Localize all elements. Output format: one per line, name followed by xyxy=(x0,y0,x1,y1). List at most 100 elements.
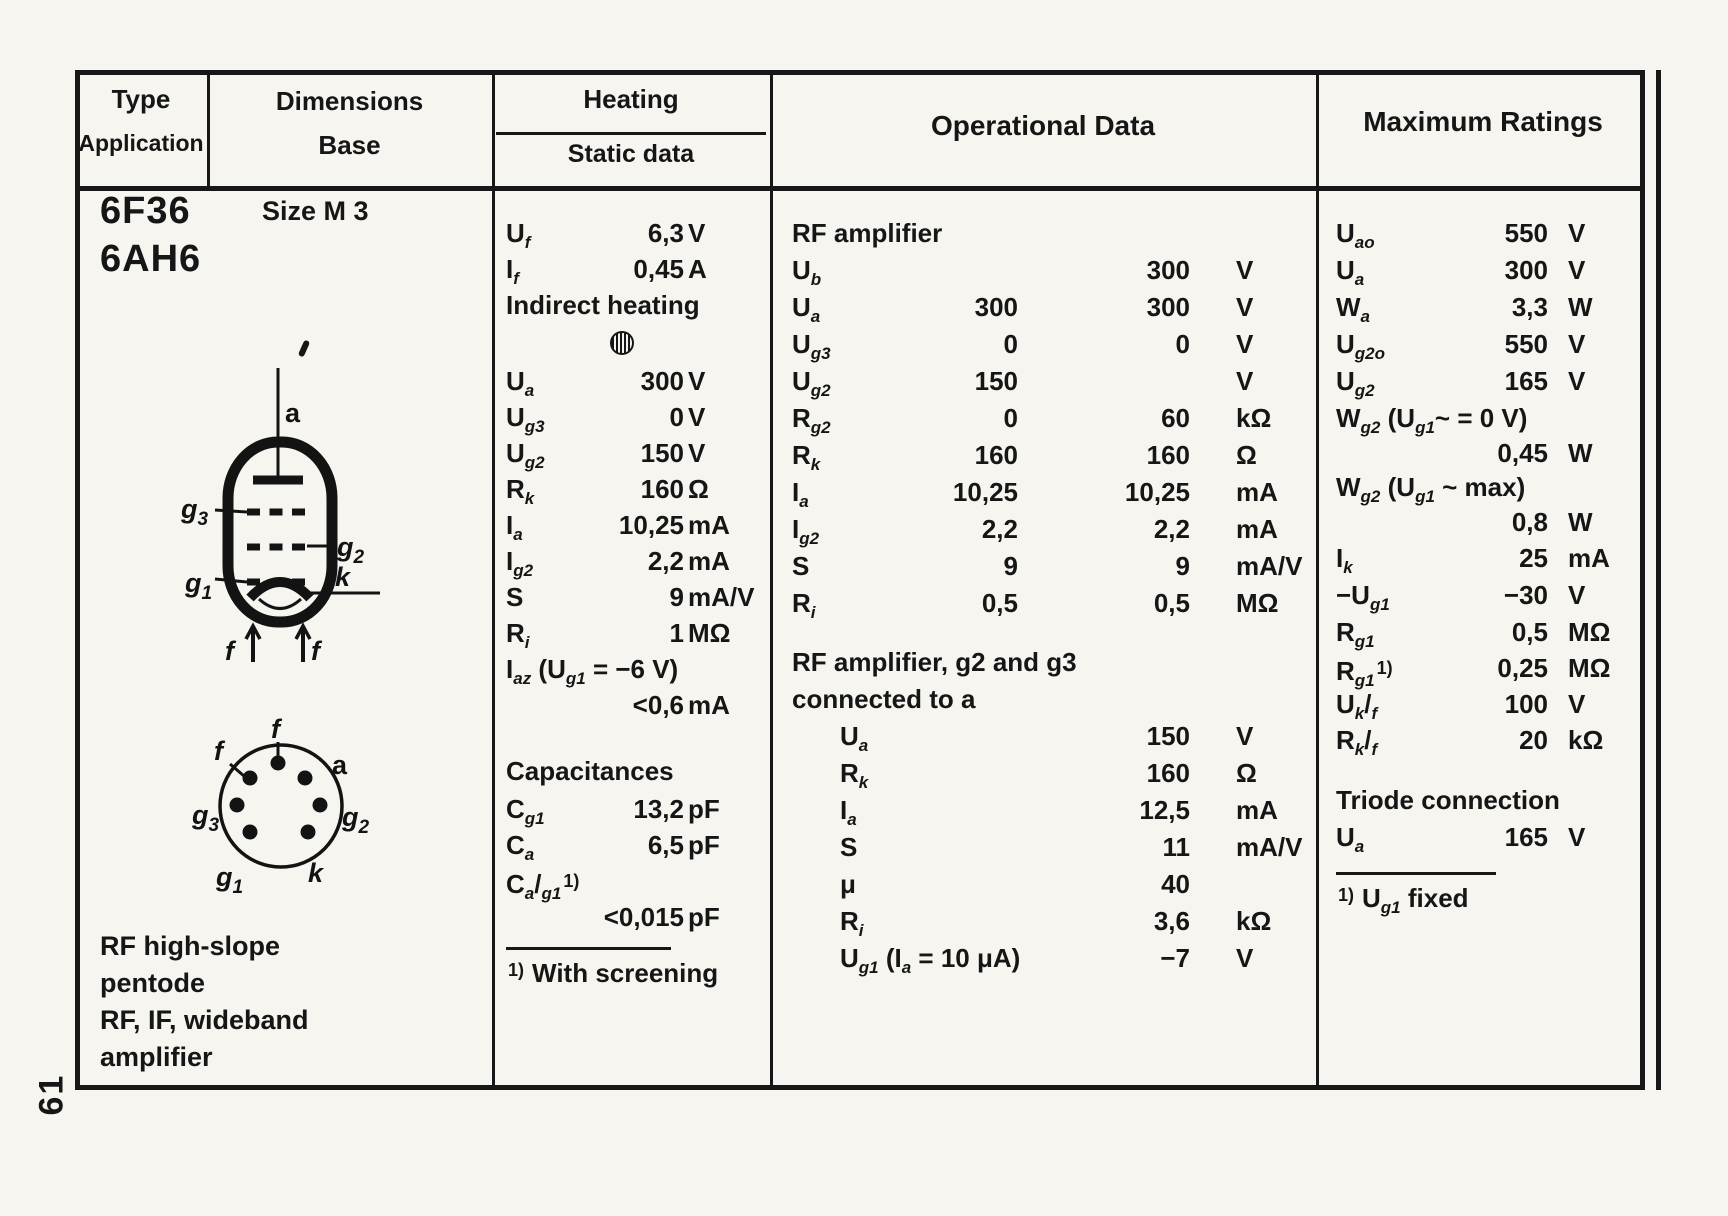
spec-row: Ua 300 V xyxy=(1316,252,1650,289)
param-unit: V xyxy=(1568,329,1586,359)
description-line: pentode xyxy=(100,968,205,998)
param-unit: V xyxy=(688,438,706,468)
heating-column: Uf 6,3 V If 0,45 A Indirect heating Ua 300 V U… xyxy=(492,215,770,989)
param-label: Rg2 xyxy=(792,403,831,437)
param-value-1: 150 xyxy=(974,366,1018,396)
param-label: Ug2 xyxy=(792,366,831,400)
param-label: Rg11) xyxy=(1336,656,1393,690)
param-value: 300 xyxy=(1504,255,1548,285)
spec-row: Ig2 2,2 mA xyxy=(492,543,770,580)
param-value-1: 0,5 xyxy=(981,588,1018,618)
header-heating: Heating xyxy=(583,84,679,114)
rf-amplifier-heading: RF amplifier xyxy=(792,218,943,248)
pin-dot xyxy=(229,797,245,813)
param-value: 150 xyxy=(640,438,684,468)
param-unit: V xyxy=(688,366,706,396)
param-value: 0,45 xyxy=(1497,438,1548,468)
param-label: Ug3 xyxy=(506,402,545,436)
operational-column: RF amplifier Ub 300 V Ua 300 300 V Ug3 0 0 V Ug2… xyxy=(770,215,1316,977)
param-value: 1 xyxy=(669,618,684,648)
param-label: Ug1 (Ia = 10 μA) xyxy=(840,943,1021,977)
param-label: Ia xyxy=(506,510,523,544)
param-label: Rk xyxy=(506,474,535,508)
spec-row: Rk 160 Ω xyxy=(770,755,1316,792)
g2-label: g2 xyxy=(336,532,365,568)
spec-row: <0,6 mA xyxy=(492,687,770,723)
param-unit: pF xyxy=(688,902,720,932)
param-value-1: 300 xyxy=(974,292,1018,322)
param-unit: MΩ xyxy=(1568,617,1611,647)
param-value-2: 160 xyxy=(1146,440,1190,470)
param-value-2: 300 xyxy=(1146,292,1190,322)
param-value: 150 xyxy=(1146,721,1190,751)
param-value-1: 10,25 xyxy=(952,477,1018,507)
param-label: Ua xyxy=(1336,255,1365,289)
param-unit: kΩ xyxy=(1236,906,1272,936)
pin-dot xyxy=(242,824,258,840)
spec-row: Ua 150 V xyxy=(770,718,1316,755)
param-unit: Ω xyxy=(688,474,709,504)
param-label: Rg1 xyxy=(1336,617,1375,651)
param-unit: V xyxy=(1236,329,1254,359)
param-value: 40 xyxy=(1161,869,1190,899)
spec-row: Ug3 0 V xyxy=(492,399,770,436)
param-unit: mA xyxy=(1236,477,1278,507)
rf-amplifier-g2-g3-heading-line1: RF amplifier, g2 and g3 xyxy=(792,647,1077,677)
page-number: 61 xyxy=(32,1073,71,1116)
spec-row: If 0,45 A xyxy=(492,251,770,288)
header-type: Type xyxy=(111,84,171,114)
param-unit: V xyxy=(688,218,706,248)
heating-note: Indirect heating xyxy=(506,290,700,320)
divider-operational-maximum xyxy=(1316,70,1319,1085)
pin-f-top-label: f xyxy=(271,714,283,744)
param-label: Ri xyxy=(840,906,864,940)
spec-row: Wg2 (Ug1 ~ max) xyxy=(1316,470,1650,506)
param-value-2: 300 xyxy=(1146,255,1190,285)
param-unit: W xyxy=(1568,438,1593,468)
divider-type-dimensions xyxy=(207,70,210,186)
cathode-arc xyxy=(246,577,314,602)
param-unit: mA/V xyxy=(1236,551,1303,581)
spec-row: Cg1 13,2 pF xyxy=(492,791,770,828)
rf-amplifier-g2-g3-heading-line2: connected to a xyxy=(792,684,976,714)
spec-row xyxy=(492,323,770,363)
spec-row: Rg2 0 60 kΩ xyxy=(770,400,1316,437)
param-label: Wg2 (Ug1 ~ max) xyxy=(1336,472,1526,506)
param-unit: V xyxy=(1568,255,1586,285)
spec-row: Wg2 (Ug1~ = 0 V) xyxy=(1316,400,1650,437)
spec-row: S 9 9 mA/V xyxy=(770,548,1316,585)
param-unit: V xyxy=(1236,292,1254,322)
description-line: amplifier xyxy=(100,1042,213,1072)
pin-dot xyxy=(312,797,328,813)
param-unit: mA/V xyxy=(688,582,755,612)
spec-row: Ia 12,5 mA xyxy=(770,792,1316,829)
pin-f-left-label: f xyxy=(214,736,226,766)
param-label: Ia xyxy=(840,795,857,829)
param-label: Cg1 xyxy=(506,794,545,828)
param-value: −7 xyxy=(1160,943,1190,973)
spec-row: Ug2 150 V xyxy=(770,363,1316,400)
filament-arrow-left xyxy=(244,622,262,640)
spec-row: Ca/g11) xyxy=(492,863,770,903)
header-base: Base xyxy=(318,130,381,160)
spec-row: Uf 6,3 V xyxy=(492,215,770,252)
filament-arrow-right xyxy=(294,622,312,640)
spec-row: <0,015 pF xyxy=(492,899,770,935)
tube-type-2: 6AH6 xyxy=(100,238,202,280)
param-value-2: 60 xyxy=(1161,403,1190,433)
spec-row: Ri 0,5 0,5 MΩ xyxy=(770,585,1316,622)
header-static-data: Static data xyxy=(567,140,695,168)
param-unit: A xyxy=(688,254,707,284)
spec-row: Ua 300 V xyxy=(492,363,770,400)
spec-row: Ig2 2,2 2,2 mA xyxy=(770,511,1316,548)
param-unit: V xyxy=(688,402,706,432)
spec-row: Uk/f 100 V xyxy=(1316,686,1650,723)
param-value: 9 xyxy=(669,582,684,612)
param-value: 0,8 xyxy=(1511,507,1548,537)
param-label: Ug2 xyxy=(506,438,545,472)
description-line: RF, IF, wideband xyxy=(100,1005,309,1035)
spec-row: Ug2o 550 V xyxy=(1316,326,1650,363)
param-value: <0,6 xyxy=(632,690,684,720)
param-unit: V xyxy=(1236,255,1254,285)
pin-dot xyxy=(242,770,258,786)
